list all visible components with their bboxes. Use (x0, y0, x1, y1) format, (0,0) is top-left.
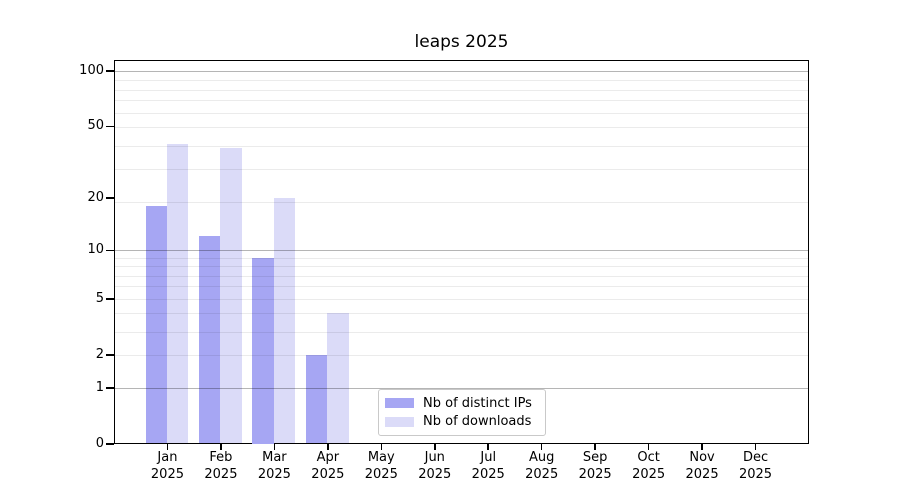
legend-row: Nb of distinct IPs (385, 396, 539, 411)
plot-area (114, 60, 809, 444)
y-tick-mark (106, 443, 114, 445)
y-tick-mark (106, 70, 114, 72)
y-gridline-minor (115, 201, 808, 203)
y-gridline-minor (115, 80, 808, 81)
bar-nb-of-distinct-ips-jan (145, 205, 167, 444)
x-tick-label-sep: Sep 2025 (578, 450, 612, 482)
bar-nb-of-distinct-ips-feb (199, 236, 221, 444)
y-tick-label: 1 (95, 380, 104, 395)
legend-swatch-nb-of-distinct-ips (385, 398, 414, 409)
y-gridline-minor (115, 168, 808, 170)
y-tick-mark (106, 354, 114, 357)
y-tick-mark (106, 387, 114, 389)
y-tick-label: 20 (87, 190, 104, 206)
y-gridline-minor (115, 286, 808, 288)
bar-nb-of-downloads-mar (273, 197, 296, 444)
x-tick-mark (327, 444, 329, 450)
x-tick-label-jun: Jun 2025 (418, 450, 452, 482)
x-tick-mark (701, 444, 703, 450)
x-tick-label-aug: Aug 2025 (525, 450, 559, 482)
x-tick-label-oct: Oct 2025 (632, 450, 666, 482)
y-gridline-minor (115, 331, 808, 333)
y-gridline-major (115, 387, 808, 389)
y-gridline-minor (115, 127, 808, 129)
y-gridline-major (115, 249, 808, 251)
x-tick-label-jul: Jul 2025 (471, 450, 505, 482)
y-tick-label: 10 (87, 242, 104, 258)
x-tick-label-may: May 2025 (364, 450, 398, 482)
x-tick-mark (220, 444, 222, 450)
legend-swatch-nb-of-downloads (385, 416, 414, 427)
legend-row: Nb of downloads (385, 414, 539, 429)
bar-nb-of-downloads-jan (166, 143, 189, 444)
legend-label: Nb of downloads (423, 414, 532, 430)
y-gridline-minor (115, 112, 808, 114)
x-tick-mark (540, 444, 543, 450)
x-tick-mark (380, 444, 383, 450)
legend: Nb of distinct IPs Nb of downloads (378, 389, 546, 436)
y-tick-label: 5 (95, 291, 104, 307)
y-tick-mark (106, 249, 114, 252)
y-gridline-minor (115, 145, 808, 147)
y-gridline-minor (115, 100, 808, 102)
y-tick-label: 100 (79, 63, 104, 79)
y-tick-label: 0 (95, 436, 104, 451)
x-tick-label-dec: Dec 2025 (738, 450, 773, 482)
y-gridline-minor (115, 275, 808, 277)
x-tick-mark (754, 444, 757, 450)
y-tick-label: 50 (87, 118, 104, 134)
x-tick-label-mar: Mar 2025 (257, 450, 291, 482)
x-tick-mark (273, 444, 276, 450)
x-tick-mark (647, 444, 650, 450)
bar-nb-of-downloads-apr (327, 313, 349, 444)
x-tick-mark (166, 444, 169, 450)
bar-nb-of-distinct-ips-apr (305, 354, 328, 444)
y-gridline-minor (115, 266, 808, 267)
y-tick-mark (106, 197, 114, 199)
y-gridline-minor (115, 298, 808, 300)
y-gridline-minor (115, 354, 808, 356)
bar-nb-of-distinct-ips-mar (252, 257, 274, 444)
legend-label: Nb of distinct IPs (423, 395, 532, 411)
x-tick-mark (487, 444, 490, 450)
x-tick-mark (433, 444, 436, 450)
y-tick-mark (106, 298, 114, 301)
chart-title: leaps 2025 (414, 32, 509, 52)
y-gridline-major (115, 70, 808, 72)
x-tick-label-feb: Feb 2025 (204, 450, 238, 482)
y-tick-mark (106, 125, 114, 128)
y-tick-label: 2 (95, 347, 104, 363)
x-tick-label-apr: Apr 2025 (311, 450, 345, 482)
x-tick-mark (594, 444, 596, 450)
bar-nb-of-downloads-feb (220, 147, 242, 444)
y-gridline-minor (115, 89, 808, 91)
x-tick-label-nov: Nov 2025 (685, 450, 719, 482)
y-gridline-minor (115, 257, 808, 259)
y-gridline-minor (115, 313, 808, 315)
x-tick-label-jan: Jan 2025 (150, 450, 184, 482)
